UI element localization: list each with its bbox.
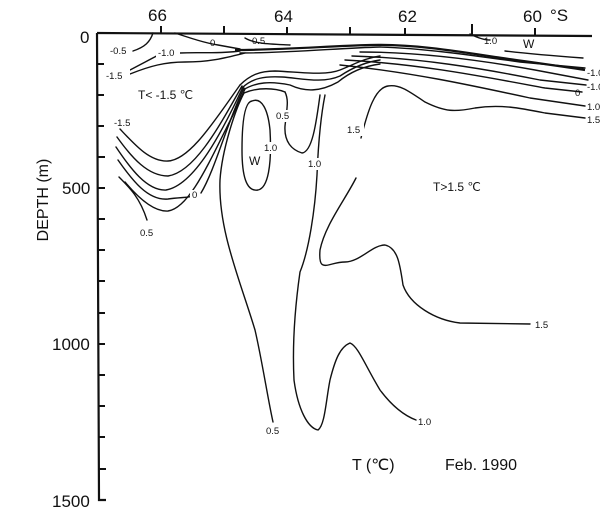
x-ticks bbox=[160, 24, 536, 35]
clabel-0.5-pocket: 0.5 bbox=[276, 111, 289, 122]
contour-neg0.5-surface bbox=[132, 32, 154, 52]
clabel-1.0-surface-W: 1.0 bbox=[484, 36, 497, 47]
clabel-0.5-bowl: 0.5 bbox=[140, 228, 153, 239]
clabel-1.0-core: 1.0 bbox=[264, 143, 277, 154]
contour-neg1.5-bowl bbox=[119, 84, 241, 162]
clabel-0-east: 0 bbox=[575, 88, 580, 99]
y-tick-0: 0 bbox=[80, 28, 89, 47]
clabel-0-bowl: 0 bbox=[192, 190, 197, 201]
clabel-1.0-deep: 1.0 bbox=[308, 159, 321, 170]
contour-0-east bbox=[344, 59, 583, 93]
contour-1.0-east bbox=[339, 64, 586, 107]
clabel-1.0-deep-end: 1.0 bbox=[418, 417, 431, 428]
clabel-neg1.0-east-b: -1.0 bbox=[587, 82, 600, 93]
contour-0-surface bbox=[174, 32, 241, 50]
clabel-0.5-surface: 0.5 bbox=[252, 36, 265, 47]
y-axis-line bbox=[95, 32, 106, 502]
clabel-neg0.5-surface: -0.5 bbox=[110, 46, 126, 57]
contour-0-bowl bbox=[117, 87, 245, 200]
contour-lines bbox=[115, 32, 589, 431]
contour-1.0-deep bbox=[292, 94, 417, 431]
clabel-1.5-east: 1.5 bbox=[587, 115, 600, 126]
contour-1.0-W-surface bbox=[504, 50, 584, 59]
contour-neg1.0-east-a bbox=[359, 51, 589, 81]
clabel-1.5-deep: 1.5 bbox=[535, 320, 548, 331]
contour-neg0.5-bowl bbox=[115, 86, 244, 191]
y-axis-title: DEPTH (m) bbox=[35, 159, 52, 242]
contour-neg1.0-surface-a bbox=[129, 50, 241, 71]
x-axis-line bbox=[96, 31, 593, 38]
y-ticks bbox=[97, 63, 106, 470]
region-warm-label: T>1.5 ℃ bbox=[433, 180, 481, 194]
contour-neg1.5-surface bbox=[129, 52, 246, 75]
contour-bundle-surface-b bbox=[239, 46, 586, 69]
contour-1.0-surface-top bbox=[469, 33, 491, 41]
warm-surface-W-label: W bbox=[523, 37, 535, 51]
region-cold-label: T< -1.5 ℃ bbox=[138, 88, 193, 102]
contour-dome-top-b bbox=[241, 59, 381, 89]
axes: 66 64 62 60 °S 0 500 1000 1500 DEPTH (m) bbox=[35, 6, 593, 509]
warm-core-W-label: W bbox=[249, 154, 261, 168]
contour-1.5-east-upper bbox=[360, 85, 586, 139]
contour-1.5-deep bbox=[319, 177, 531, 325]
x-tick-62: 62 bbox=[398, 7, 417, 26]
contour-dome-top-c bbox=[242, 63, 381, 91]
x-tick-64: 64 bbox=[274, 7, 293, 26]
x-tick-66: 66 bbox=[148, 6, 167, 25]
contour-neg1.0-east-b bbox=[351, 55, 587, 86]
caption-variable: T (℃) bbox=[352, 457, 395, 474]
contour-neg1.0-bowl bbox=[116, 85, 243, 177]
contour-0.5-bowl-b bbox=[124, 88, 246, 212]
region-labels: T< -1.5 ℃ T>1.5 ℃ W W bbox=[138, 37, 535, 194]
contour-0.5-surface bbox=[244, 37, 291, 46]
clabel-neg1.0-east-a: -1.0 bbox=[587, 68, 600, 79]
chart-caption: T (℃) Feb. 1990 bbox=[352, 457, 517, 474]
contour-1.0-warm-core bbox=[241, 99, 272, 191]
contour-0.5-bowl bbox=[118, 176, 148, 221]
contour-dome-top-d bbox=[243, 88, 286, 94]
clabel-1.0-east: 1.0 bbox=[587, 102, 600, 113]
clabel-0-surface: 0 bbox=[210, 38, 215, 49]
y-tick-1500: 1500 bbox=[52, 492, 90, 509]
contour-0.5-pocket bbox=[284, 91, 321, 154]
caption-date: Feb. 1990 bbox=[445, 457, 517, 474]
x-tick-60: 60 bbox=[523, 7, 542, 26]
x-unit-degS: °S bbox=[550, 6, 568, 25]
clabel-neg1.0-surface: -1.0 bbox=[158, 48, 174, 59]
y-tick-500: 500 bbox=[62, 179, 90, 198]
contour-labels: -0.5 -1.0 0 0.5 -1.5 -1.5 0.5 1.0 1.0 1.… bbox=[104, 36, 600, 437]
contour-0.5-deep bbox=[219, 92, 274, 423]
y-tick-1000: 1000 bbox=[52, 335, 90, 354]
clabel-0.5-deep: 0.5 bbox=[266, 426, 279, 437]
clabel-1.5-upper: 1.5 bbox=[347, 125, 360, 136]
contour-dome-top-a bbox=[239, 55, 381, 86]
clabel-neg1.5-surface: -1.5 bbox=[106, 71, 122, 82]
clabel-neg1.5-bowl: -1.5 bbox=[114, 118, 130, 129]
